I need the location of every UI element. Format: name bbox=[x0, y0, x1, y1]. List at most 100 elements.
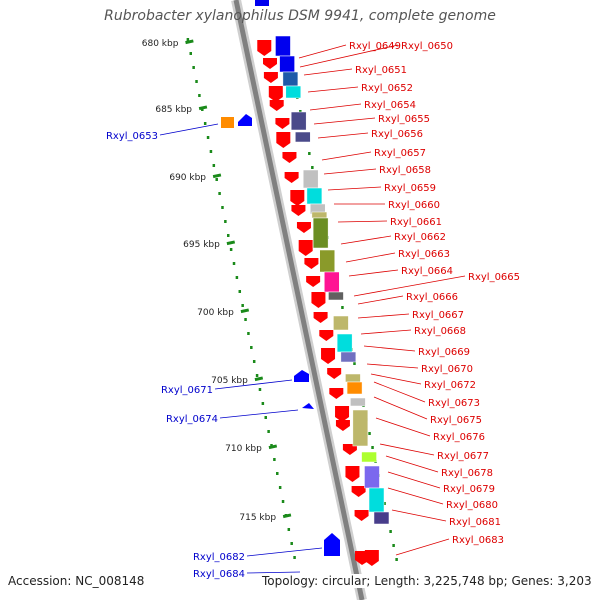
gene-label-rxyl-0662: Rxyl_0662 bbox=[394, 232, 446, 243]
forward-gene bbox=[282, 152, 297, 163]
gene-leader-line bbox=[214, 379, 293, 390]
cog-box bbox=[275, 35, 291, 57]
gene-leader-line bbox=[357, 313, 410, 319]
gene-label-rxyl-0677: Rxyl_0677 bbox=[437, 451, 489, 462]
forward-gene bbox=[311, 292, 326, 308]
gene-label-rxyl-0683: Rxyl_0683 bbox=[452, 535, 504, 546]
forward-gene bbox=[355, 551, 370, 565]
gene-label-rxyl-0670: Rxyl_0670 bbox=[421, 364, 473, 375]
ruler-dot bbox=[278, 486, 282, 489]
cog-box bbox=[333, 315, 349, 331]
forward-gene bbox=[304, 258, 319, 269]
gene-leader-line bbox=[246, 571, 301, 574]
ruler-dot bbox=[264, 416, 267, 419]
gene-label-rxyl-0667: Rxyl_0667 bbox=[412, 310, 464, 321]
forward-gene bbox=[263, 58, 278, 69]
gene-label-rxyl-0678: Rxyl_0678 bbox=[441, 468, 493, 479]
accession-label: Accession: NC_008148 bbox=[8, 574, 145, 588]
cog-box bbox=[328, 291, 344, 301]
ruler-dot bbox=[270, 444, 273, 447]
ruler-tick bbox=[268, 444, 278, 450]
ruler-dot bbox=[238, 290, 242, 293]
cog-box bbox=[361, 451, 377, 463]
forward-gene bbox=[284, 172, 299, 183]
ruler-tick bbox=[254, 376, 264, 382]
gene-leader-line bbox=[345, 252, 396, 263]
gene-leader-line bbox=[395, 538, 450, 556]
ruler-tick bbox=[212, 173, 222, 179]
ruler-tick-label: 680 kbp bbox=[142, 39, 179, 49]
ruler-dot bbox=[195, 80, 198, 83]
ruler-dot bbox=[229, 248, 233, 251]
ruler-dot bbox=[267, 430, 270, 433]
gene-leader-line bbox=[385, 455, 439, 473]
cog-box bbox=[302, 169, 319, 189]
gene-leader-line bbox=[219, 409, 299, 419]
ruler-dot bbox=[218, 192, 221, 195]
forward-gene bbox=[351, 486, 366, 497]
cog-box bbox=[319, 249, 335, 273]
forward-gene bbox=[298, 240, 313, 256]
gene-leader-line bbox=[313, 117, 376, 125]
gene-label-rxyl-0679: Rxyl_0679 bbox=[443, 484, 495, 495]
ruler-tick-label: 690 kbp bbox=[169, 173, 206, 183]
reverse-gene-orange bbox=[221, 117, 234, 128]
genome-backbone bbox=[233, 0, 365, 601]
ruler-tick bbox=[240, 308, 250, 314]
frame-dot bbox=[371, 446, 374, 449]
cog-box bbox=[312, 217, 329, 249]
gene-label-rxyl-0675: Rxyl_0675 bbox=[430, 415, 482, 426]
ruler-tick-label: 715 kbp bbox=[239, 513, 276, 523]
ruler-dot bbox=[206, 136, 210, 139]
gene-leader-line bbox=[360, 329, 412, 335]
gene-label-rxyl-0663: Rxyl_0663 bbox=[398, 249, 450, 260]
gene-label-rxyl-0649: Rxyl_0649 bbox=[349, 41, 401, 52]
frame-dot bbox=[299, 110, 302, 113]
cog-box bbox=[373, 511, 390, 525]
gene-label-rxyl-0666: Rxyl_0666 bbox=[406, 292, 458, 303]
ruler-tick bbox=[198, 105, 208, 111]
frame-dot bbox=[389, 530, 392, 533]
gene-label-rxyl-0653: Rxyl_0653 bbox=[106, 131, 158, 142]
cog-box bbox=[295, 131, 311, 143]
cog-box bbox=[290, 111, 307, 131]
gene-label-rxyl-0673: Rxyl_0673 bbox=[428, 398, 480, 409]
ruler-dot bbox=[241, 304, 244, 307]
gene-leader-line bbox=[317, 132, 369, 139]
forward-gene bbox=[313, 312, 328, 323]
forward-gene bbox=[268, 86, 283, 102]
ruler-dot bbox=[226, 234, 230, 237]
ruler-dot bbox=[287, 528, 291, 531]
ruler-tick-label: 685 kbp bbox=[155, 105, 192, 115]
gene-leader-line bbox=[391, 509, 447, 522]
gene-label-rxyl-0659: Rxyl_0659 bbox=[384, 183, 436, 194]
ruler-dot bbox=[293, 556, 296, 559]
forward-gene bbox=[291, 205, 306, 216]
gene-leader-line bbox=[307, 86, 359, 93]
gene-label-rxyl-0652: Rxyl_0652 bbox=[361, 83, 413, 94]
ruler-tick-label: 710 kbp bbox=[225, 444, 262, 454]
gene-label-rxyl-0654: Rxyl_0654 bbox=[364, 100, 416, 111]
gene-leader-line bbox=[159, 123, 219, 136]
frame-dot bbox=[341, 306, 344, 309]
ruler-dot bbox=[201, 108, 204, 111]
frame-dot bbox=[308, 152, 311, 155]
gene-leader-line bbox=[353, 275, 466, 297]
ruler-dot bbox=[281, 500, 285, 503]
gene-leader-line bbox=[373, 381, 426, 403]
gene-label-rxyl-0672: Rxyl_0672 bbox=[424, 380, 476, 391]
ruler-dot bbox=[189, 52, 193, 55]
cog-box bbox=[282, 71, 299, 87]
ruler-dot bbox=[255, 374, 259, 377]
gene-label-rxyl-0680: Rxyl_0680 bbox=[446, 500, 498, 511]
gene-leader-line bbox=[366, 363, 419, 369]
cog-box bbox=[340, 351, 357, 363]
frame-dot bbox=[311, 166, 314, 169]
ruler-dot bbox=[290, 542, 293, 545]
forward-gene bbox=[276, 132, 291, 148]
gene-label-rxyl-0668: Rxyl_0668 bbox=[414, 326, 466, 337]
ruler-dot bbox=[273, 458, 276, 461]
ruler-dot bbox=[250, 346, 253, 349]
ruler-dot bbox=[258, 388, 262, 391]
